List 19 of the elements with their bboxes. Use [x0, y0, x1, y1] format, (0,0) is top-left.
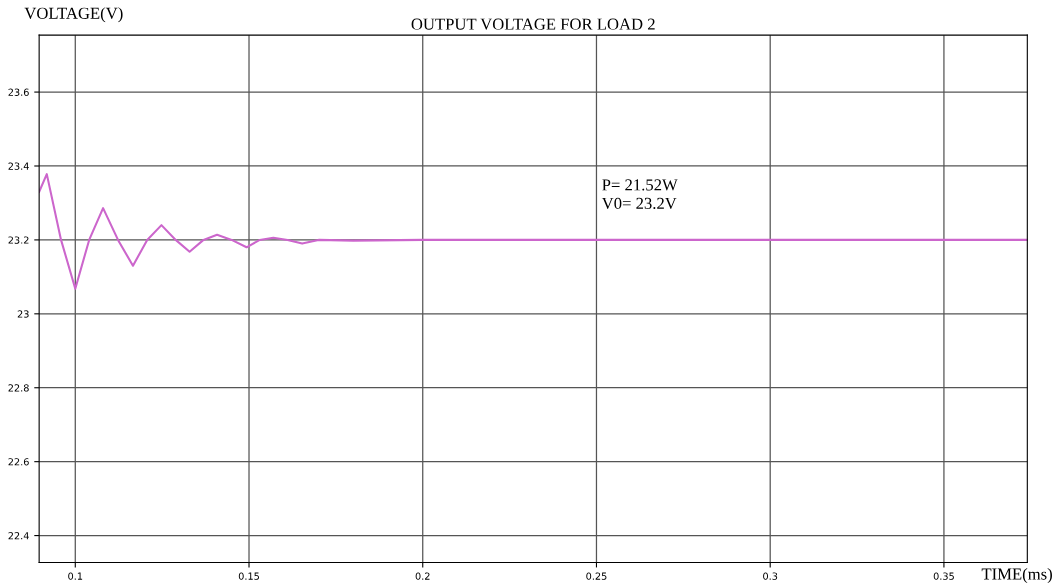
annotation: V0= 23.2V [601, 197, 677, 210]
x-tick-label: 0.25 [586, 572, 607, 580]
x-tick-label: 0.35 [933, 572, 954, 580]
y-tick-label: 23.6 [8, 88, 29, 96]
y-tick-label: 23.4 [8, 162, 29, 170]
y-tick-label: 22.6 [8, 458, 29, 466]
x-tick-label: 0.15 [238, 572, 259, 580]
y-tick-label: 23.2 [8, 236, 29, 244]
x-tick-label: 0.3 [763, 572, 778, 580]
x-tick-label: 0.1 [68, 572, 83, 580]
y-tick-label: 22.4 [8, 532, 29, 540]
line-series [39, 173, 1028, 290]
y-tick-label: 22.8 [8, 384, 29, 392]
x-tick-label: 0.2 [415, 572, 430, 580]
x-axis-title: TIME(ms) [981, 567, 1052, 584]
chart-title: OUTPUT VOLTAGE FOR LOAD 2 [411, 18, 655, 30]
y-axis-title: VOLTAGE(V) [24, 7, 123, 23]
y-tick-label: 23 [17, 310, 29, 318]
annotation: P= 21.52W [602, 179, 678, 191]
